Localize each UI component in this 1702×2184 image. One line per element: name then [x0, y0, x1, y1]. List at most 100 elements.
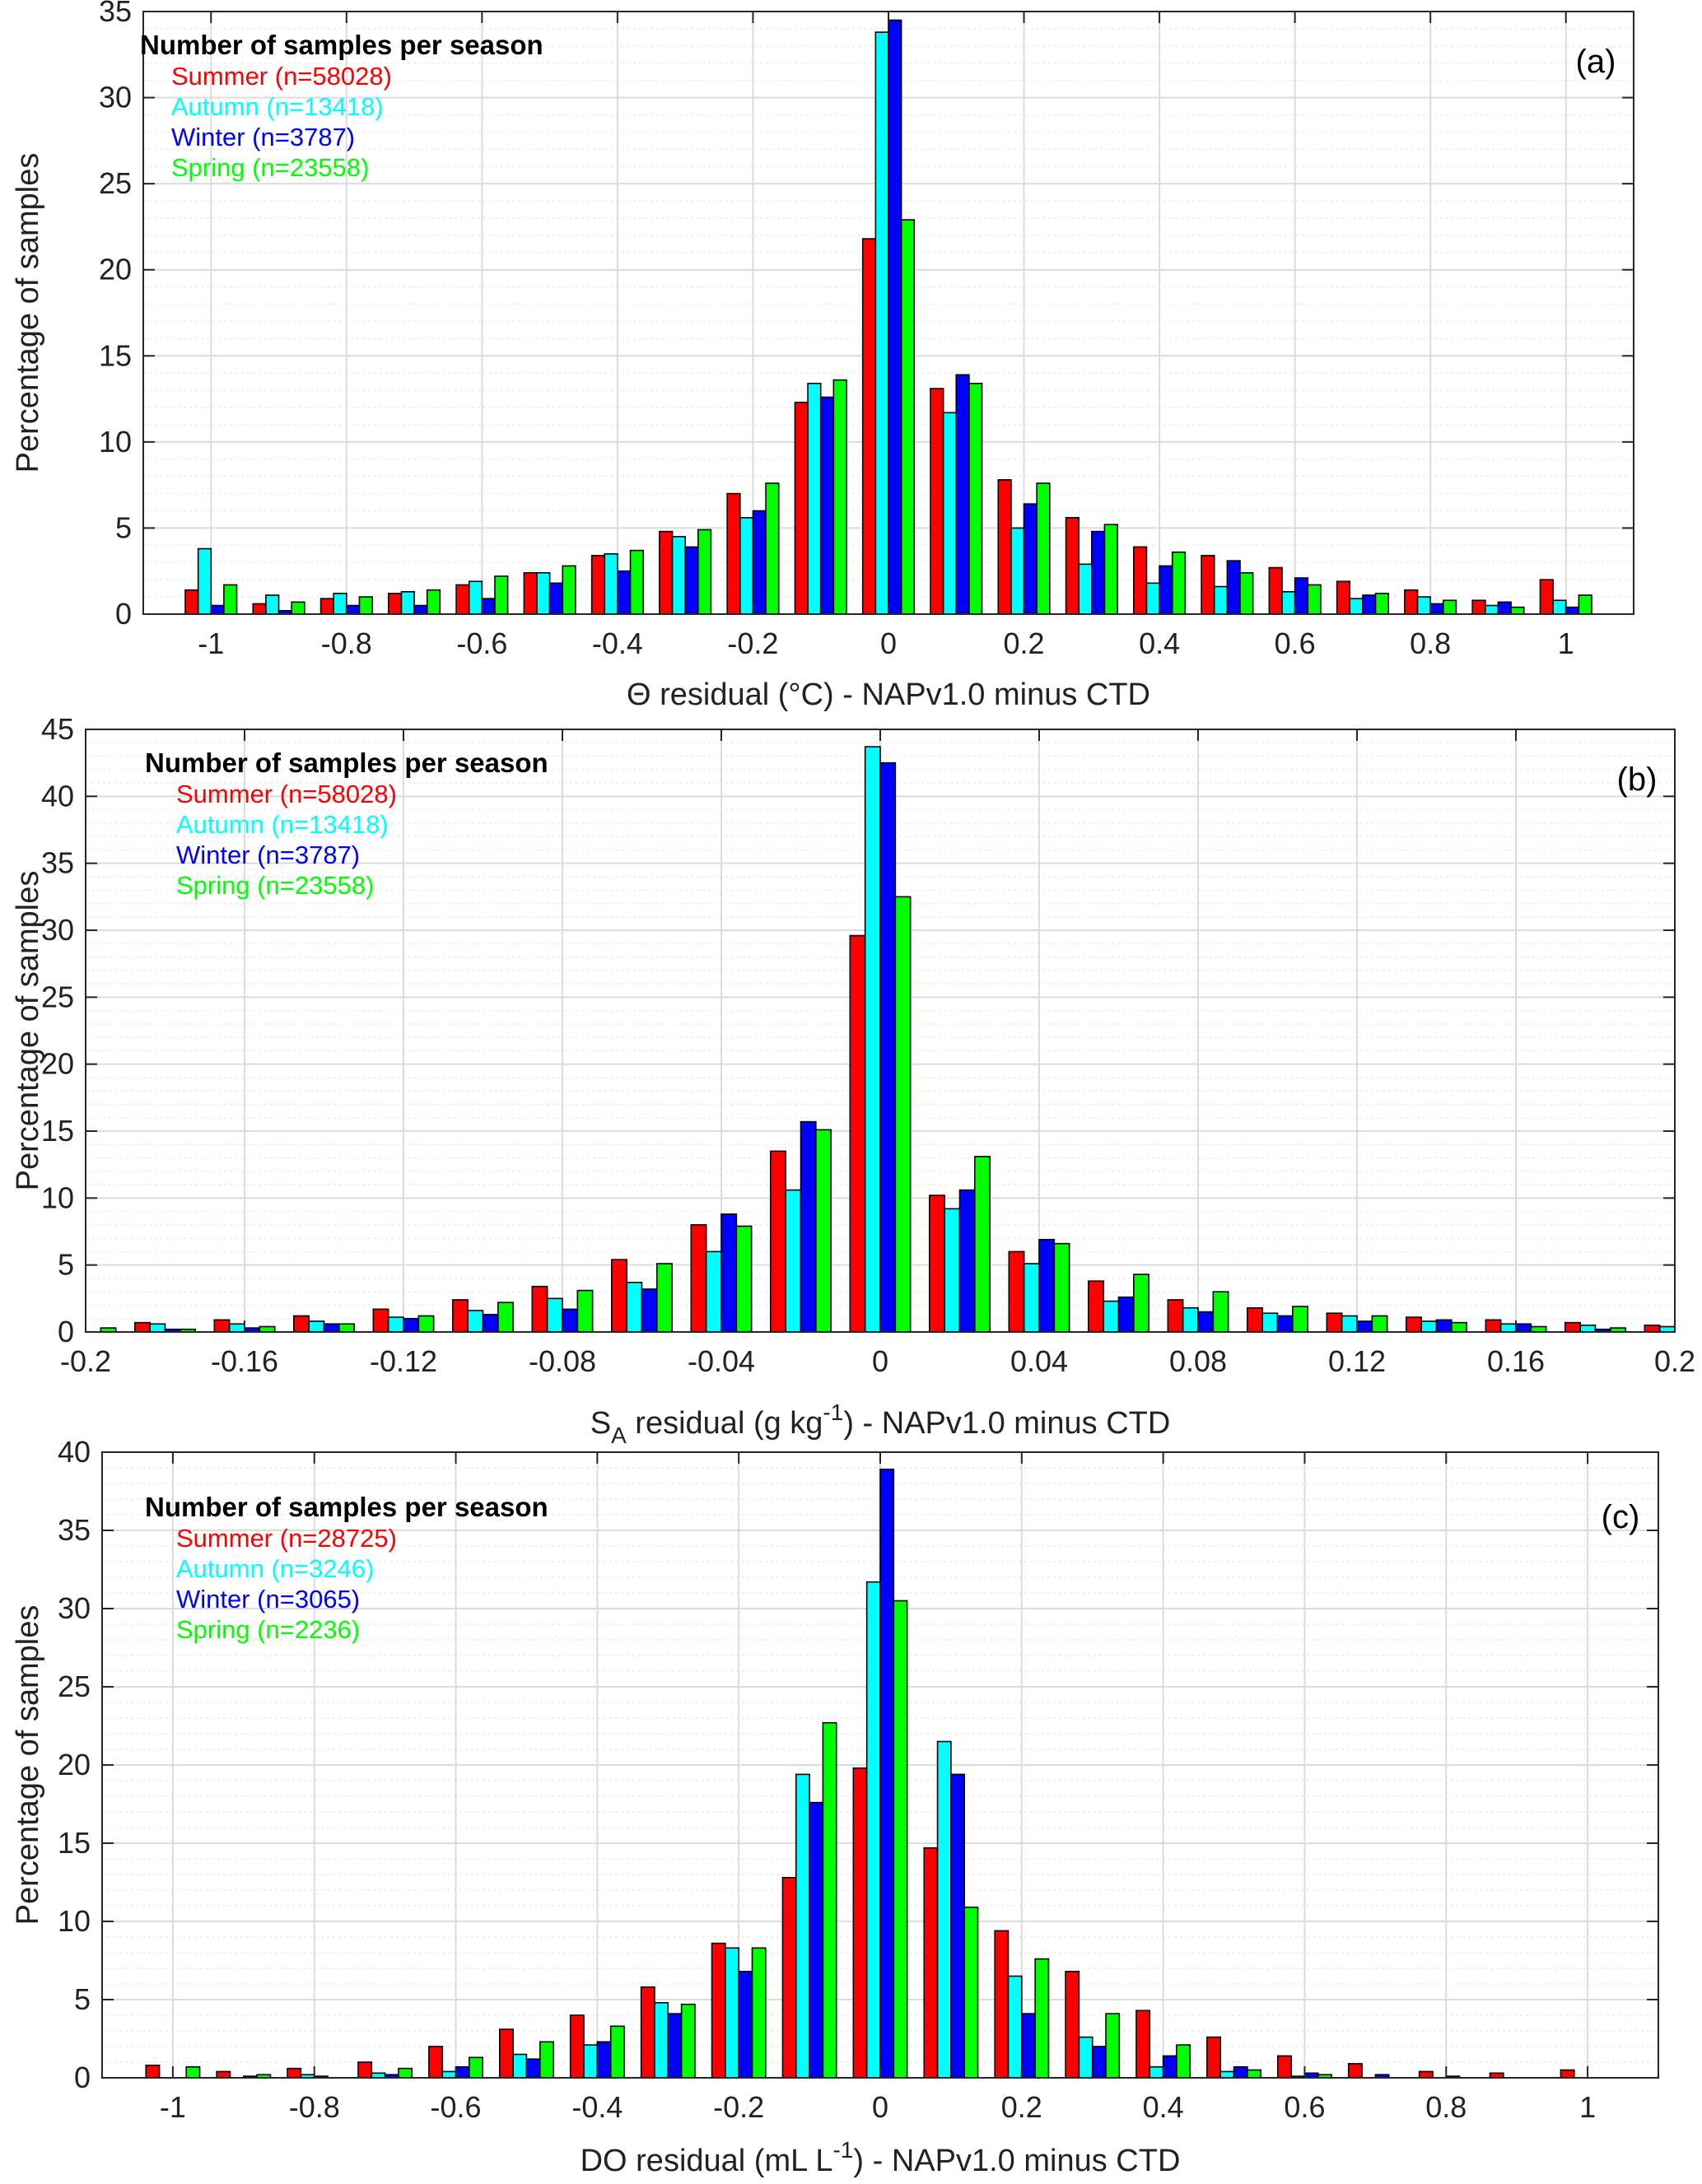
bar [1374, 593, 1389, 615]
bar [879, 1469, 895, 2079]
x-tick-label: -0.2 [727, 626, 778, 660]
bar [617, 570, 632, 615]
bar [398, 2067, 413, 2079]
bar [936, 1740, 952, 2079]
bar [428, 2046, 444, 2079]
bar [1435, 1319, 1453, 1333]
x-tick-label: -0.8 [321, 626, 372, 660]
bar [1336, 580, 1351, 615]
y-tick-label: 25 [58, 1669, 91, 1703]
bar [1644, 1325, 1661, 1333]
x-tick-label: 0.6 [1275, 626, 1316, 660]
x-tick-label: 0.12 [1328, 1344, 1386, 1378]
x-tick-label: -0.2 [713, 2090, 764, 2124]
x-tick-label: -0.12 [370, 1344, 437, 1378]
x-tick-label: 0.8 [1410, 626, 1451, 660]
bar [849, 934, 866, 1333]
x-axis-label-end: ) - NAPv1.0 minus CTD [843, 1406, 1170, 1441]
bar [900, 219, 916, 615]
bar [1552, 599, 1567, 615]
bar [1362, 594, 1377, 615]
x-tick-label: 0.2 [1004, 626, 1045, 660]
y-tick-label: 25 [41, 980, 74, 1013]
bar [1226, 560, 1241, 615]
bar [942, 412, 958, 615]
bar [770, 1150, 786, 1333]
legend-entry: Summer (n=58028) [176, 780, 397, 808]
bar [735, 1225, 753, 1333]
bar [1133, 546, 1148, 615]
bar [1341, 1315, 1358, 1333]
bar [145, 2065, 161, 2079]
legend-entry: Spring (n=23558) [176, 871, 374, 900]
bar [1451, 1321, 1467, 1333]
bar [1103, 524, 1118, 615]
bar [426, 589, 441, 615]
bar [1088, 1280, 1104, 1333]
bar [1294, 577, 1309, 615]
panel-label: (a) [1576, 44, 1616, 80]
bar [1162, 2055, 1177, 2079]
bar [1182, 1306, 1199, 1333]
x-tick-label: 0 [872, 2090, 888, 2124]
bar [690, 1224, 707, 1333]
bar [832, 379, 847, 615]
bar [1420, 1320, 1438, 1333]
bar [894, 896, 912, 1333]
bar [944, 1208, 961, 1333]
bars [184, 19, 1592, 615]
y-tick-label: 45 [41, 712, 74, 746]
bar [184, 589, 199, 615]
bar [1515, 1323, 1532, 1333]
y-tick-label: 5 [74, 1982, 91, 2016]
x-axis-label-mid: residual (g kg [627, 1406, 823, 1441]
y-tick-label: 35 [41, 846, 74, 880]
x-tick-label: 1 [1558, 626, 1574, 660]
y-tick-label: 40 [41, 779, 74, 813]
bar [323, 1323, 340, 1333]
legend-entry: Summer (n=58028) [171, 62, 392, 91]
bar [525, 2058, 541, 2079]
bar [546, 1297, 563, 1333]
legend-entry: Autumn (n=3246) [176, 1554, 374, 1583]
bar [765, 482, 780, 615]
bar [1078, 563, 1093, 615]
bar [865, 1581, 881, 2079]
bar [388, 593, 403, 615]
bar [705, 1250, 722, 1333]
y-tick-label: 0 [74, 2061, 91, 2094]
x-tick-label: -0.08 [529, 1344, 596, 1378]
bar [1117, 1296, 1135, 1333]
bar [1135, 2009, 1151, 2079]
bar [958, 1189, 976, 1333]
bar [569, 2014, 585, 2079]
bar [888, 19, 902, 615]
bar [1053, 1242, 1070, 1333]
bar [1103, 1300, 1120, 1333]
bar [1429, 603, 1444, 615]
x-axis-label-sub: A [611, 1423, 627, 1448]
bar [1091, 530, 1106, 615]
y-tick-label: 15 [99, 338, 132, 372]
x-tick-label: -0.16 [211, 1344, 278, 1378]
bar [684, 546, 699, 615]
bar [499, 2028, 514, 2079]
x-tick-label: 0 [872, 1344, 888, 1378]
bar [210, 604, 225, 615]
bar [531, 1285, 548, 1333]
bar [308, 1320, 325, 1333]
y-tick-label: 30 [99, 81, 132, 114]
x-tick-label: -1 [160, 2090, 186, 2124]
x-tick-label: 0.8 [1425, 2090, 1467, 2124]
bar [400, 591, 415, 615]
bar [1281, 591, 1296, 615]
x-tick-label: -0.4 [571, 2090, 623, 2124]
bar [338, 1323, 355, 1333]
x-tick-label: -0.6 [456, 626, 507, 660]
bar [481, 598, 496, 615]
bar [1105, 2013, 1121, 2079]
bar [1416, 596, 1431, 615]
x-tick-label: -0.4 [592, 626, 643, 660]
y-tick-label: 5 [58, 1248, 74, 1282]
